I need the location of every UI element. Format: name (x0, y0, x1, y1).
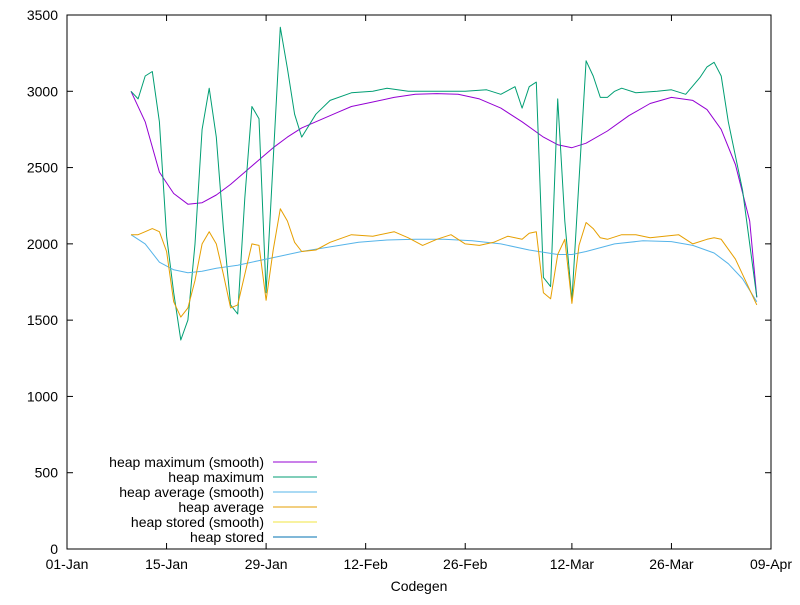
x-axis-label: Codegen (391, 578, 448, 594)
legend-label: heap maximum (smooth) (109, 454, 264, 470)
series-line-heap-maximum-smooth- (130, 91, 758, 298)
x-tick-label: 01-Jan (46, 556, 89, 572)
series-line-heap-average-smooth- (130, 234, 758, 303)
legend-label: heap stored (190, 529, 264, 545)
x-tick-label: 26-Mar (649, 556, 694, 572)
x-axis-ticks: 01-Jan 15-Jan 29-Jan 12-Feb 26-Feb 12-Mar 26-M… (46, 15, 792, 572)
series-line-heap-average (131, 208, 758, 318)
x-tick-label: 12-Mar (550, 556, 595, 572)
y-tick-label: 0 (50, 541, 58, 557)
y-tick-label: 1000 (27, 388, 58, 404)
legend-label: heap maximum (168, 469, 264, 485)
x-tick-label: 29-Jan (245, 556, 288, 572)
legend-label: heap average (178, 499, 264, 515)
legend-label: heap stored (smooth) (131, 514, 264, 530)
legend-label: heap average (smooth) (119, 484, 264, 500)
x-tick-label: 12-Feb (343, 556, 388, 572)
y-axis-ticks: 0 500 1000 1500 2000 2500 3000 3500 (27, 7, 771, 557)
y-tick-label: 2000 (27, 236, 58, 252)
series-lines (130, 26, 758, 341)
y-tick-label: 3500 (27, 7, 58, 23)
y-tick-label: 1500 (27, 312, 58, 328)
plot-frame (66, 14, 772, 550)
x-tick-label: 09-Apr (750, 556, 792, 572)
series-line-heap-maximum (130, 26, 758, 341)
x-tick-label: 15-Jan (145, 556, 188, 572)
y-tick-label: 2500 (27, 160, 58, 176)
x-tick-label: 26-Feb (443, 556, 488, 572)
y-tick-label: 500 (35, 465, 59, 481)
y-tick-label: 3000 (27, 83, 58, 99)
